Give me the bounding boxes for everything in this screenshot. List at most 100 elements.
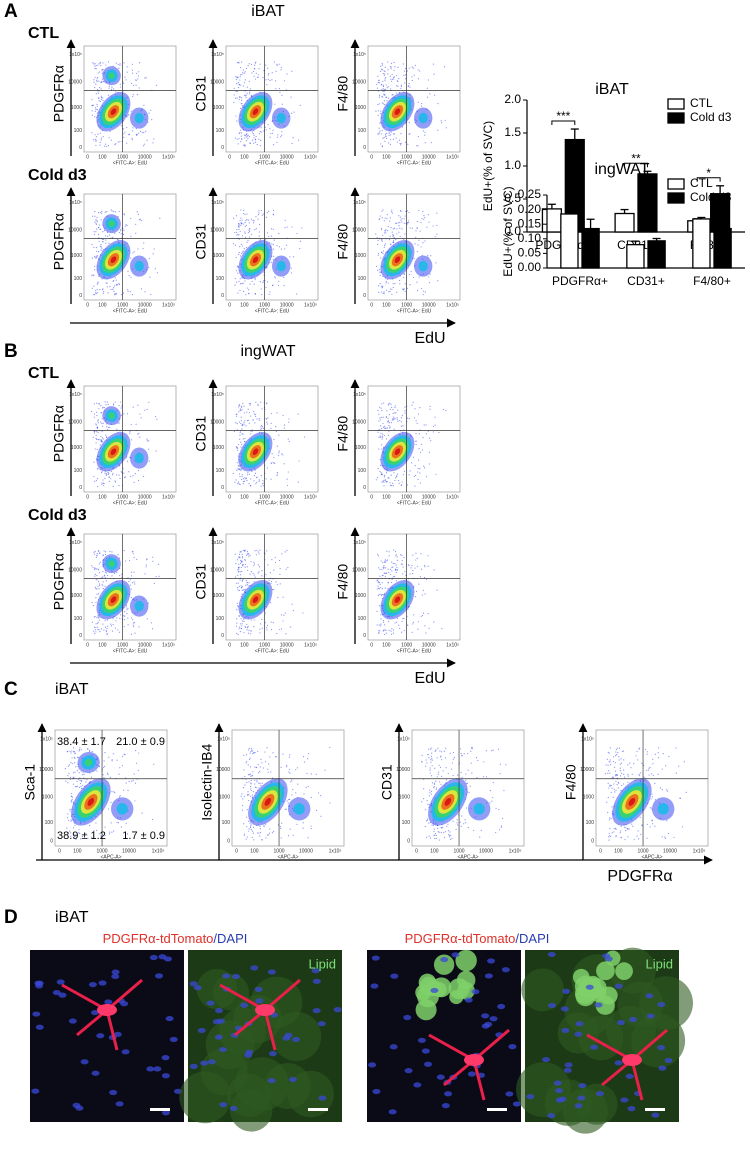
nucleus [430,988,438,993]
event-dot [239,579,240,580]
event-dot [92,622,93,623]
nucleus [230,1106,238,1111]
event-dot [111,139,112,140]
event-dot [244,82,245,83]
flow-y-tick: 10000 [68,567,82,573]
event-dot [152,628,153,629]
nucleus [73,1103,81,1108]
flow-plot: 001001001000100010000100001x10⁵1x10⁵<FIT… [335,188,460,314]
event-dot [423,291,424,292]
y-axis-label: EdU+(% of SVC) [481,121,495,211]
event-dot [238,223,239,224]
flow-y-tick: 100 [216,468,225,474]
event-dot [240,574,241,575]
event-dot [136,763,137,764]
event-dot [383,250,384,251]
event-dot [381,229,382,230]
event-dot [440,784,441,785]
event-dot [385,77,386,78]
event-dot [260,239,261,240]
event-dot [112,289,113,290]
plot-frame [84,386,176,492]
nucleus [207,1000,215,1005]
event-dot [381,252,382,253]
event-dot [94,216,95,217]
event-dot [329,802,330,803]
flow-y-label: CD31 [379,764,395,800]
event-dot [284,428,285,429]
event-dot [381,444,382,445]
event-dot [141,288,142,289]
nucleus [313,1008,321,1013]
event-dot [99,289,100,290]
event-dot [283,597,284,598]
event-dot [132,475,133,476]
event-dot [289,799,290,800]
event-dot [95,109,96,110]
event-dot [104,407,105,408]
event-dot [422,437,423,438]
event-dot [386,138,387,139]
event-dot [157,272,158,273]
event-dot [254,65,255,66]
event-dot [241,99,242,100]
event-dot [268,763,269,764]
event-dot [125,224,126,225]
event-dot [236,618,237,619]
flow-x-tick: 0 [228,302,231,308]
event-dot [236,583,237,584]
event-dot [445,748,446,749]
density-blob [135,453,144,464]
event-dot [243,144,244,145]
event-dot [431,756,432,757]
event-dot [251,750,252,751]
flow-y-tick: 10000 [352,227,366,233]
legend-swatch [668,193,684,203]
event-dot [99,144,100,145]
event-dot [611,785,612,786]
event-dot [121,415,122,416]
event-dot [102,426,103,427]
event-dot [623,783,624,784]
event-dot [435,833,436,834]
event-dot [295,792,296,793]
event-dot [420,452,421,453]
event-dot [133,622,134,623]
event-dot [491,750,492,751]
adipocyte [179,1071,231,1123]
event-dot [91,602,92,603]
event-dot [445,410,446,411]
event-dot [377,579,378,580]
event-dot [245,478,246,479]
event-dot [388,551,389,552]
nucleus [36,1025,44,1030]
event-dot [637,830,638,831]
event-dot [275,88,276,89]
event-dot [417,471,418,472]
event-dot [303,793,304,794]
event-dot [127,225,128,226]
event-dot [264,751,265,752]
event-dot [272,832,273,833]
flow-y-tick: 10000 [352,419,366,425]
event-dot [113,291,114,292]
event-dot [119,575,120,576]
event-dot [414,485,415,486]
event-dot [377,76,378,77]
event-dot [383,85,384,86]
event-dot [384,247,385,248]
event-dot [398,480,399,481]
event-dot [266,550,267,551]
event-dot [269,580,270,581]
nucleus [437,1075,445,1080]
event-dot [140,219,141,220]
event-dot [396,228,397,229]
event-dot [407,210,408,211]
event-dot [457,824,458,825]
event-dot [99,71,100,72]
event-dot [110,802,111,803]
lipid-droplet [455,950,476,971]
event-dot [243,787,244,788]
event-dot [93,63,94,64]
event-dot [391,74,392,75]
